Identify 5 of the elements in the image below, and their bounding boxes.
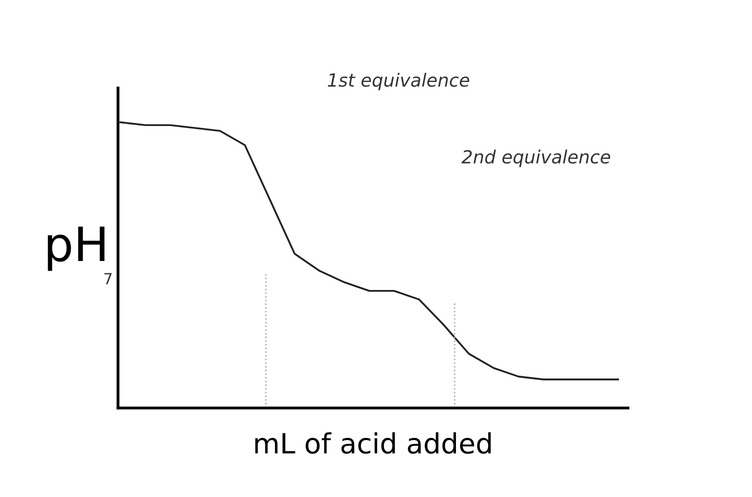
y-axis-title: pH [48, 226, 104, 271]
annotation: 2nd equivalence [462, 150, 610, 168]
text: 7 [104, 273, 112, 284]
x-axis-title: mL of acid added [255, 432, 491, 454]
text: 1st equivalence [328, 72, 470, 90]
